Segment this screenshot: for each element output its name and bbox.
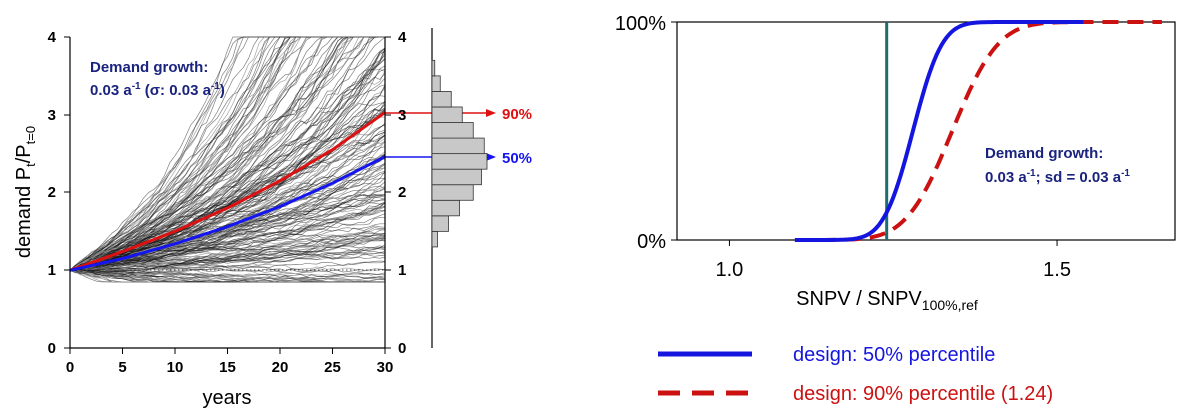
left-x-tick-label: 5 [118,359,126,376]
histogram-bar [431,184,474,201]
histogram-bar [431,199,460,217]
legend-label-50: design: 50% percentile [793,344,995,366]
right-y-tick-label: 2 [398,184,406,201]
series-line-50 [69,155,386,272]
left-y-tick-label: 2 [48,184,56,201]
series-cdf-50 [794,20,1084,242]
right-annotation-line2: 0.03 a-1; sd = 0.03 a-1 [985,168,1130,186]
label-90: 90% [502,106,532,123]
histogram-bar [431,106,463,123]
right-plot-frame [676,21,1176,241]
demand-trace [69,269,385,283]
right-y-tick-label: 0 [398,340,406,357]
demand-trace [69,51,386,271]
left-x-axis-label: years [203,387,252,409]
left-y-tick-label: 1 [48,262,56,279]
left-x-tick-label: 15 [219,359,236,376]
demand-trace [69,237,386,271]
series-cdf-90 [794,20,1162,242]
left-x-tick-label: 25 [324,359,341,376]
legend: design: 50% percentile design: 90% perce… [658,344,1053,405]
left-x-tick-label: 0 [66,359,74,376]
series-line-90 [69,111,386,272]
histogram-bar [431,168,482,186]
left-x-ticks: 0 5 10 15 20 25 30 [66,348,394,376]
histogram-bar [431,59,436,77]
histogram [431,59,488,248]
demand-trace [69,223,385,271]
demand-trace [69,36,385,271]
histogram-bar [431,91,452,108]
demand-trace [69,116,386,271]
left-annotation-line2: 0.03 a-1 (σ: 0.03 a-1) [90,81,225,99]
histogram-bar [431,215,449,232]
left-y-tick-label: 4 [48,29,57,46]
histogram-bar [431,75,441,92]
right-chart: 100% 0% 1.0 1.5 SNPV / SNPV100%,ref Dema… [615,13,1176,313]
simulated-demand-traces [69,36,386,283]
legend-item-90: design: 90% percentile (1.24) [658,383,1053,405]
label-50: 50% [502,150,532,167]
demand-trace [69,245,386,274]
demand-trace [69,232,386,272]
demand-trace [69,36,385,271]
right-annotation-line1: Demand growth: [985,145,1103,162]
demand-trace [69,203,386,271]
right-y-tick-label: 4 [398,29,407,46]
histogram-bar [431,153,488,170]
right-y-tick-label: 100% [615,13,666,35]
histogram-bar [431,137,485,155]
left-x-tick-label: 30 [377,359,394,376]
right-x-tick-label: 1.0 [716,259,744,281]
right-x-tick-label: 1.5 [1043,259,1071,281]
demand-trace [69,206,386,271]
right-x-axis-label: SNPV / SNPV100%,ref [796,288,978,313]
left-x-tick-label: 10 [167,359,184,376]
left-y-tick-label: 3 [48,107,56,124]
demand-trace [69,153,386,271]
right-y-tick-label: 0% [637,231,666,253]
demand-trace [69,68,386,271]
left-annotation-line1: Demand growth: [90,59,208,76]
demand-trace [69,235,386,271]
histogram-bar [431,122,474,139]
right-y-tick-label: 3 [398,107,406,124]
left-y-axis-label: demand Pt/Pt=0 [13,126,38,258]
demand-trace [70,185,386,271]
demand-trace [70,237,386,271]
demand-trace [69,100,386,271]
right-y-ticks: 0 1 2 3 4 [385,29,407,357]
left-chart: demand Pt/Pt=0 90% 50% 0 [13,28,532,409]
right-y-tick-label: 1 [398,262,406,279]
legend-label-90: design: 90% percentile (1.24) [793,383,1053,405]
left-x-tick-label: 20 [272,359,289,376]
left-y-ticks: 0 1 2 3 4 [48,29,70,357]
demand-trace [69,269,386,277]
demand-trace [69,269,386,283]
histogram-bar [431,230,438,248]
legend-item-50: design: 50% percentile [658,344,995,366]
demand-trace [69,36,385,271]
demand-trace [69,250,386,271]
demand-trace [69,227,385,271]
left-y-tick-label: 0 [48,340,56,357]
demand-trace [69,266,386,282]
